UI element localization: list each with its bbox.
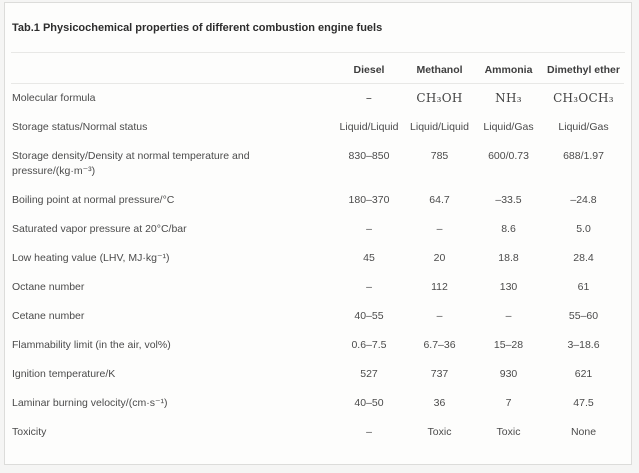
row-label: Ignition temperature/K: [12, 368, 116, 380]
cell-value: NH₃: [495, 91, 522, 105]
column-header: Ammonia: [474, 53, 543, 84]
cell-value: 40–55: [354, 310, 384, 322]
cell-value: –33.5: [495, 194, 522, 206]
cell-value: 45: [363, 252, 375, 264]
row-label: Flammability limit (in the air, vol%): [12, 339, 171, 351]
cell-value: Toxic: [427, 426, 452, 438]
table-card: Tab.1 Physicochemical properties of diff…: [4, 2, 632, 465]
cell-value: 36: [433, 397, 446, 409]
table-row: Laminar burning velocity/(cm·s⁻¹) 40–50 36…: [11, 389, 624, 418]
table-body: Molecular formula – CH₃OH NH₃ CH₃OCH₃ Storage…: [11, 84, 624, 448]
cell-value: 688/1.97: [563, 150, 604, 162]
cell-value: CH₃OH: [416, 91, 463, 105]
cell-value: Liquid/Liquid: [410, 121, 469, 133]
cell-value: –: [436, 223, 443, 235]
cell-value: –: [505, 310, 512, 322]
cell-value: Liquid/Gas: [558, 121, 609, 133]
cell-value: –: [436, 310, 443, 322]
table-row: Boiling point at normal pressure/°C 180–3…: [11, 186, 624, 215]
cell-value: –24.8: [570, 194, 597, 206]
cell-value: 621: [574, 368, 593, 380]
cell-value: –: [366, 281, 372, 293]
table-row: Ignition temperature/K 527 737 930 621: [11, 360, 624, 389]
cell-value: 18.8: [498, 252, 519, 264]
row-label: Toxicity: [12, 426, 47, 438]
cell-value: 55–60: [568, 310, 599, 322]
row-label: Storage status/Normal status: [12, 121, 148, 133]
cell-value: 0.6–7.5: [351, 339, 387, 351]
table-row: Storage density/Density at normal temper…: [11, 142, 624, 186]
row-label: Octane number: [12, 281, 85, 293]
cell-value: 600/0.73: [488, 150, 529, 162]
cell-value: 830–850: [348, 150, 390, 162]
cell-value: 20: [433, 252, 446, 264]
cell-value: 15–28: [493, 339, 524, 351]
cell-value: 112: [431, 281, 448, 293]
cell-value: 8.6: [501, 223, 516, 235]
row-label: Low heating value (LHV, MJ·kg⁻¹): [12, 252, 170, 264]
cell-value: Liquid/Gas: [483, 121, 534, 133]
cell-value: 930: [499, 368, 518, 380]
cell-value: –: [366, 426, 372, 438]
cell-value: 785: [430, 150, 449, 162]
table-header-row: Diesel Methanol Ammonia Dimethyl ether: [11, 53, 624, 84]
row-label: Storage density/Density at normal temper…: [12, 150, 250, 177]
cell-value: 5.0: [576, 223, 591, 235]
row-label: Saturated vapor pressure at 20°C/bar: [12, 223, 187, 235]
table-row: Molecular formula – CH₃OH NH₃ CH₃OCH₃: [11, 84, 624, 114]
table-row: Saturated vapor pressure at 20°C/bar – – 8.…: [11, 215, 624, 244]
cell-value: 130: [499, 281, 518, 293]
cell-value: 6.7–36: [423, 339, 456, 351]
cell-value: Liquid/Liquid: [339, 121, 399, 133]
cell-value: 737: [430, 368, 449, 380]
row-label: Molecular formula: [12, 92, 96, 104]
table-row: Toxicity – Toxic Toxic None: [11, 418, 624, 447]
column-header: Methanol: [405, 53, 474, 84]
table-row: Low heating value (LHV, MJ·kg⁻¹) 45 20 18.8…: [11, 244, 624, 273]
table-title: Tab.1 Physicochemical properties of diff…: [12, 22, 383, 34]
row-label: Boiling point at normal pressure/°C: [12, 194, 175, 206]
cell-value: –: [366, 223, 372, 235]
cell-value: Toxic: [496, 426, 521, 438]
cell-value: None: [570, 426, 597, 438]
cell-value: 61: [577, 281, 590, 293]
column-header: Diesel: [333, 53, 405, 84]
table-row: Flammability limit (in the air, vol%) 0.6…: [11, 331, 624, 360]
table-row: Cetane number 40–55 – – 55–60: [11, 302, 624, 331]
table-row: Octane number – 112 130 61: [11, 273, 624, 302]
table-row: Storage status/Normal status Liquid/Liqui…: [11, 113, 624, 142]
column-header: Dimethyl ether: [543, 53, 624, 84]
cell-value: 28.4: [573, 252, 594, 264]
cell-value: –: [365, 91, 373, 105]
row-label: Laminar burning velocity/(cm·s⁻¹): [12, 397, 168, 409]
cell-value: 7: [505, 397, 512, 409]
cell-value: 64.7: [429, 194, 450, 206]
cell-value: 47.5: [573, 397, 594, 409]
title-divider: [11, 52, 625, 53]
cell-value: 527: [360, 368, 378, 380]
row-label: Cetane number: [12, 310, 85, 322]
cell-value: 3–18.6: [567, 339, 600, 351]
cell-value: CH₃OCH₃: [553, 91, 614, 105]
column-header-empty: [11, 53, 333, 84]
cell-value: 40–50: [354, 397, 384, 409]
properties-table: Diesel Methanol Ammonia Dimethyl ether Mole…: [11, 53, 624, 447]
cell-value: 180–370: [348, 194, 390, 206]
